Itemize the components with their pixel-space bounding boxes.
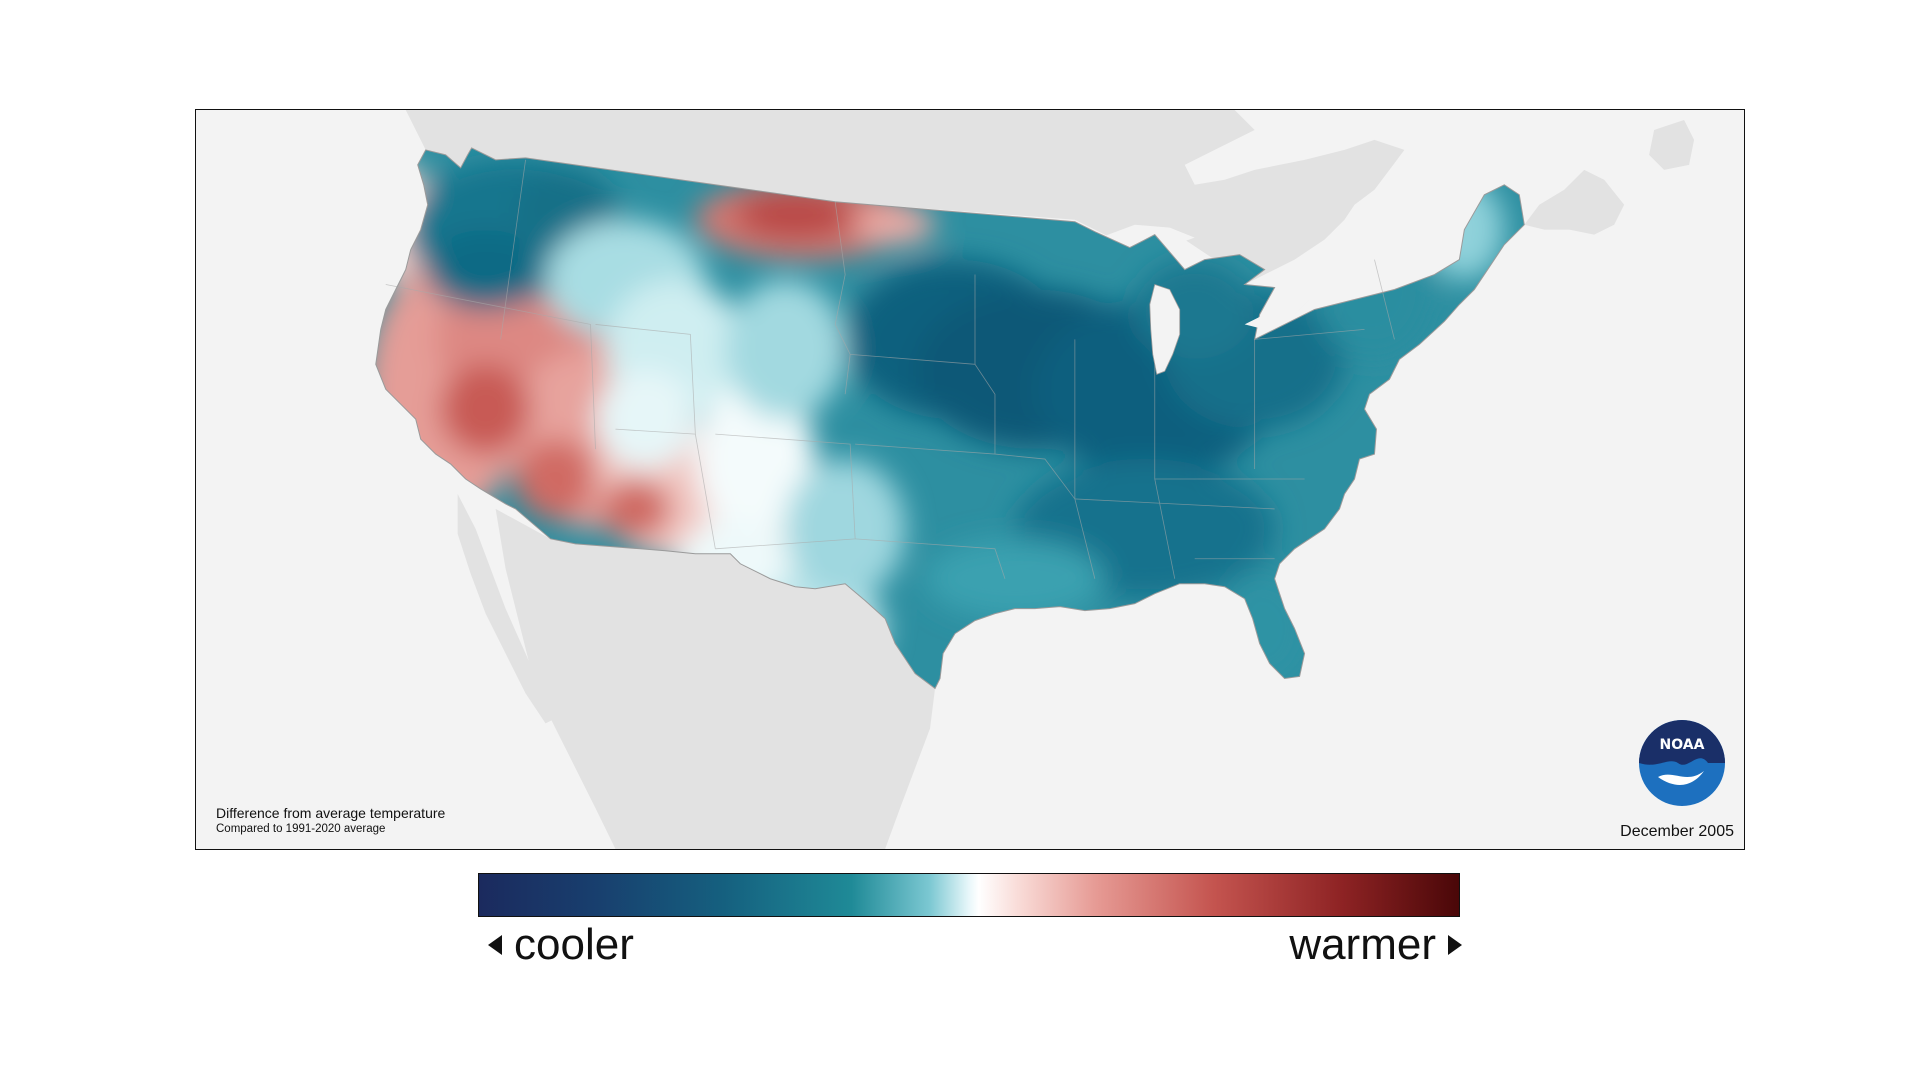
us-outline (375, 147, 1525, 690)
mexico-landmass (495, 508, 936, 849)
caption-subtitle: Compared to 1991-2020 average (216, 823, 386, 835)
temperature-anomaly-map: Difference from average temperature Comp… (195, 109, 1745, 850)
baja-california (457, 493, 556, 724)
arrow-right-icon (1448, 935, 1462, 955)
lake-michigan (1149, 284, 1181, 375)
arrow-left-icon (488, 935, 502, 955)
state-boundaries (385, 159, 1395, 579)
caption-title: Difference from average temperature (216, 805, 446, 821)
color-scale-bar (478, 873, 1460, 917)
map-date: December 2005 (1620, 823, 1734, 840)
newfoundland (1649, 119, 1695, 170)
map-caption: Difference from average temperature Comp… (216, 804, 445, 837)
legend-cooler: cooler (488, 920, 634, 970)
canada-maritimes (1524, 169, 1625, 235)
noaa-logo-text: NOAA (1660, 737, 1705, 753)
map-svg (196, 110, 1744, 849)
legend-warmer-label: warmer (1289, 920, 1436, 969)
canada-landmass (405, 110, 1405, 285)
legend-warmer: warmer (1289, 920, 1462, 970)
noaa-logo: NOAA (1638, 719, 1726, 807)
lake-erie (1244, 299, 1310, 330)
legend-cooler-label: cooler (514, 920, 634, 969)
